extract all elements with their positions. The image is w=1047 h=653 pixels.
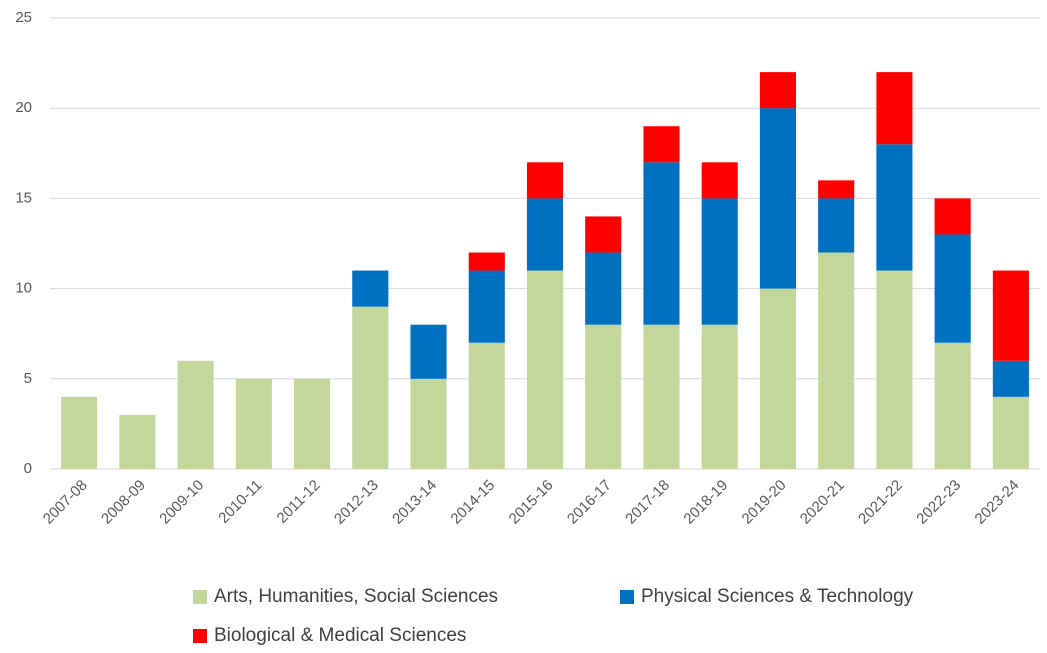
legend-label: Arts, Humanities, Social Sciences	[214, 586, 498, 607]
bar-segment	[992, 270, 1029, 361]
bar-segment	[468, 342, 505, 469]
x-tick-label: 2009-10	[156, 477, 207, 528]
bar-segment	[410, 324, 447, 379]
bar-segment	[992, 396, 1029, 469]
bar-segment	[759, 72, 796, 109]
bar-segment	[177, 360, 214, 469]
bar-segment	[468, 252, 505, 271]
bar-segment	[585, 216, 622, 253]
x-tick-label: 2016-17	[564, 477, 615, 528]
legend-label: Biological & Medical Sciences	[214, 625, 466, 646]
bar-segment	[818, 198, 855, 253]
bar-segment	[818, 252, 855, 469]
x-tick-label: 2013-14	[389, 477, 440, 528]
y-tick-label: 25	[15, 9, 32, 26]
y-tick-label: 15	[15, 189, 32, 206]
bar-segment	[876, 72, 913, 145]
bar-segment	[468, 270, 505, 343]
y-tick-label: 0	[24, 460, 32, 477]
bar-segment	[934, 234, 971, 343]
bar-segment	[876, 270, 913, 469]
y-tick-label: 20	[15, 99, 32, 116]
bar-segment	[643, 324, 680, 469]
bar-segment	[818, 180, 855, 199]
legend-swatch	[620, 590, 634, 604]
bar-segment	[294, 378, 331, 469]
bar-segment	[759, 288, 796, 469]
x-tick-label: 2021-22	[855, 477, 906, 528]
bar-segment	[643, 126, 680, 163]
x-tick-label: 2011-12	[274, 477, 324, 527]
bar-segment	[352, 306, 389, 469]
x-tick-label: 2019-20	[739, 477, 790, 528]
x-tick-label: 2012-13	[331, 477, 382, 528]
bar-segment	[585, 324, 622, 469]
bar-segment	[585, 252, 622, 325]
bar-segment	[235, 378, 272, 469]
bar-segment	[876, 144, 913, 271]
bar-segment	[352, 270, 389, 307]
x-tick-label: 2007-08	[40, 477, 91, 528]
bar-segment	[526, 270, 564, 469]
x-tick-label: 2023-24	[972, 477, 1023, 528]
bar-segment	[61, 396, 98, 469]
bar-segment	[701, 324, 738, 469]
x-tick-label: 2017-18	[622, 477, 673, 528]
bar-segment	[643, 162, 680, 325]
y-tick-label: 5	[24, 370, 32, 387]
legend-swatch	[193, 590, 207, 604]
bar-segment	[410, 378, 447, 469]
bar-segment	[934, 198, 971, 235]
bar-segment	[701, 162, 738, 199]
bar-segment	[526, 162, 564, 199]
x-tick-label: 2010-11	[215, 477, 265, 527]
legend-swatch	[193, 629, 207, 643]
x-tick-label: 2018-19	[680, 477, 731, 528]
legend-label: Physical Sciences & Technology	[641, 586, 914, 607]
bar-segment	[526, 198, 564, 271]
bar-segment	[992, 360, 1029, 397]
y-tick-label: 10	[15, 280, 32, 297]
x-tick-label: 2020-21	[797, 477, 848, 528]
x-tick-label: 2014-15	[447, 477, 498, 528]
x-tick-label: 2022-23	[913, 477, 964, 528]
bar-segment	[934, 342, 971, 469]
x-tick-label: 2008-09	[98, 477, 149, 528]
bar-segment	[759, 108, 796, 289]
x-tick-label: 2015-16	[506, 477, 557, 528]
bar-segment	[119, 414, 156, 469]
bar-segment	[701, 198, 738, 325]
